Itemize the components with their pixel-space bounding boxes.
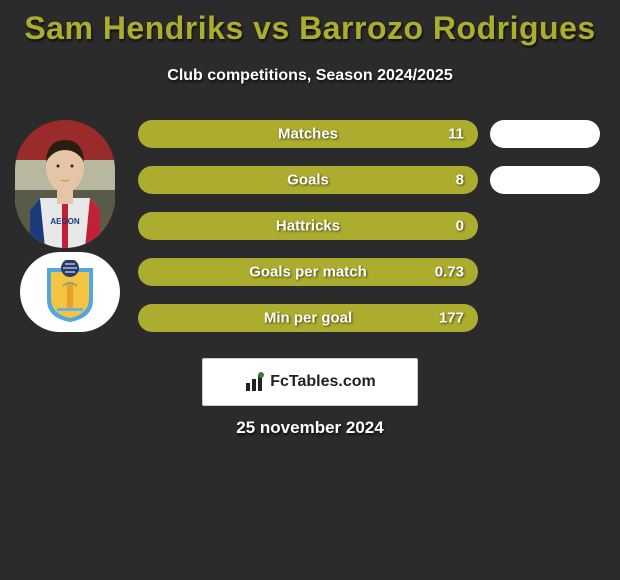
pill-goals: [490, 166, 600, 194]
brand-badge[interactable]: FcTables.com: [202, 358, 418, 406]
stat-label: Matches: [278, 126, 338, 143]
footer-date: 25 november 2024: [0, 418, 620, 438]
right-pills: [490, 120, 600, 212]
stat-value: 0: [456, 218, 464, 235]
stat-label: Goals per match: [249, 264, 367, 281]
stat-label: Hattricks: [276, 218, 340, 235]
player1-name: Sam Hendriks: [24, 10, 243, 46]
stat-value: 0.73: [435, 264, 464, 281]
player2-name: Barrozo Rodrigues: [299, 10, 596, 46]
comparison-content: AEGON: [0, 120, 620, 360]
pill-matches: [490, 120, 600, 148]
stat-bar-mpg: Min per goal 177: [138, 304, 478, 332]
vs-text: vs: [253, 10, 290, 46]
stat-label: Min per goal: [264, 310, 352, 327]
stat-value: 8: [456, 172, 464, 189]
avatar-column: AEGON: [10, 120, 120, 332]
subtitle: Club competitions, Season 2024/2025: [0, 67, 620, 85]
player-photo-icon: AEGON: [15, 120, 115, 248]
stat-value: 177: [439, 310, 464, 327]
stat-label: Goals: [287, 172, 329, 189]
brand-text: FcTables.com: [270, 373, 376, 391]
stat-bar-goals: Goals 8: [138, 166, 478, 194]
stat-bar-gpm: Goals per match 0.73: [138, 258, 478, 286]
page-title: Sam Hendriks vs Barrozo Rodrigues: [0, 0, 620, 47]
stat-bar-matches: Matches 11: [138, 120, 478, 148]
player-avatar: AEGON: [15, 120, 115, 248]
stat-bars: Matches 11 Goals 8 Hattricks 0 Goals per…: [138, 120, 478, 350]
club-badge-icon: [43, 260, 97, 324]
club-badge: [20, 252, 120, 332]
svg-text:AEGON: AEGON: [50, 217, 80, 226]
chart-icon: [244, 371, 266, 393]
stat-bar-hattricks: Hattricks 0: [138, 212, 478, 240]
stat-value: 11: [448, 126, 464, 143]
